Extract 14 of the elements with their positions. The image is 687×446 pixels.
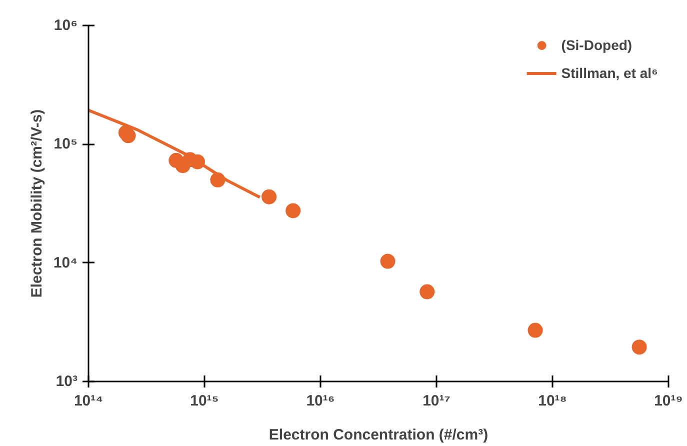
legend-label: (Si-Doped) — [561, 37, 632, 53]
x-tick-label: 10¹⁴ — [74, 392, 104, 410]
y-tick-label: 10⁵ — [54, 136, 78, 153]
x-tick-label: 10¹⁹ — [654, 392, 683, 410]
x-tick-label: 10¹⁵ — [190, 392, 219, 410]
x-tick-label: 10¹⁶ — [306, 392, 335, 410]
y-tick-label: 10⁴ — [53, 254, 78, 272]
y-axis-title: Electron Mobility (cm²/V-s) — [28, 109, 46, 298]
x-tick-label: 10¹⁸ — [538, 392, 567, 410]
y-tick-label: 10³ — [56, 373, 78, 390]
x-tick-label: 10¹⁷ — [422, 392, 450, 410]
x-axis-title: Electron Concentration (#/cm³) — [268, 426, 488, 444]
legend-label: Stillman, et al⁶ — [561, 65, 658, 81]
y-tick-label: 10⁶ — [54, 17, 78, 34]
